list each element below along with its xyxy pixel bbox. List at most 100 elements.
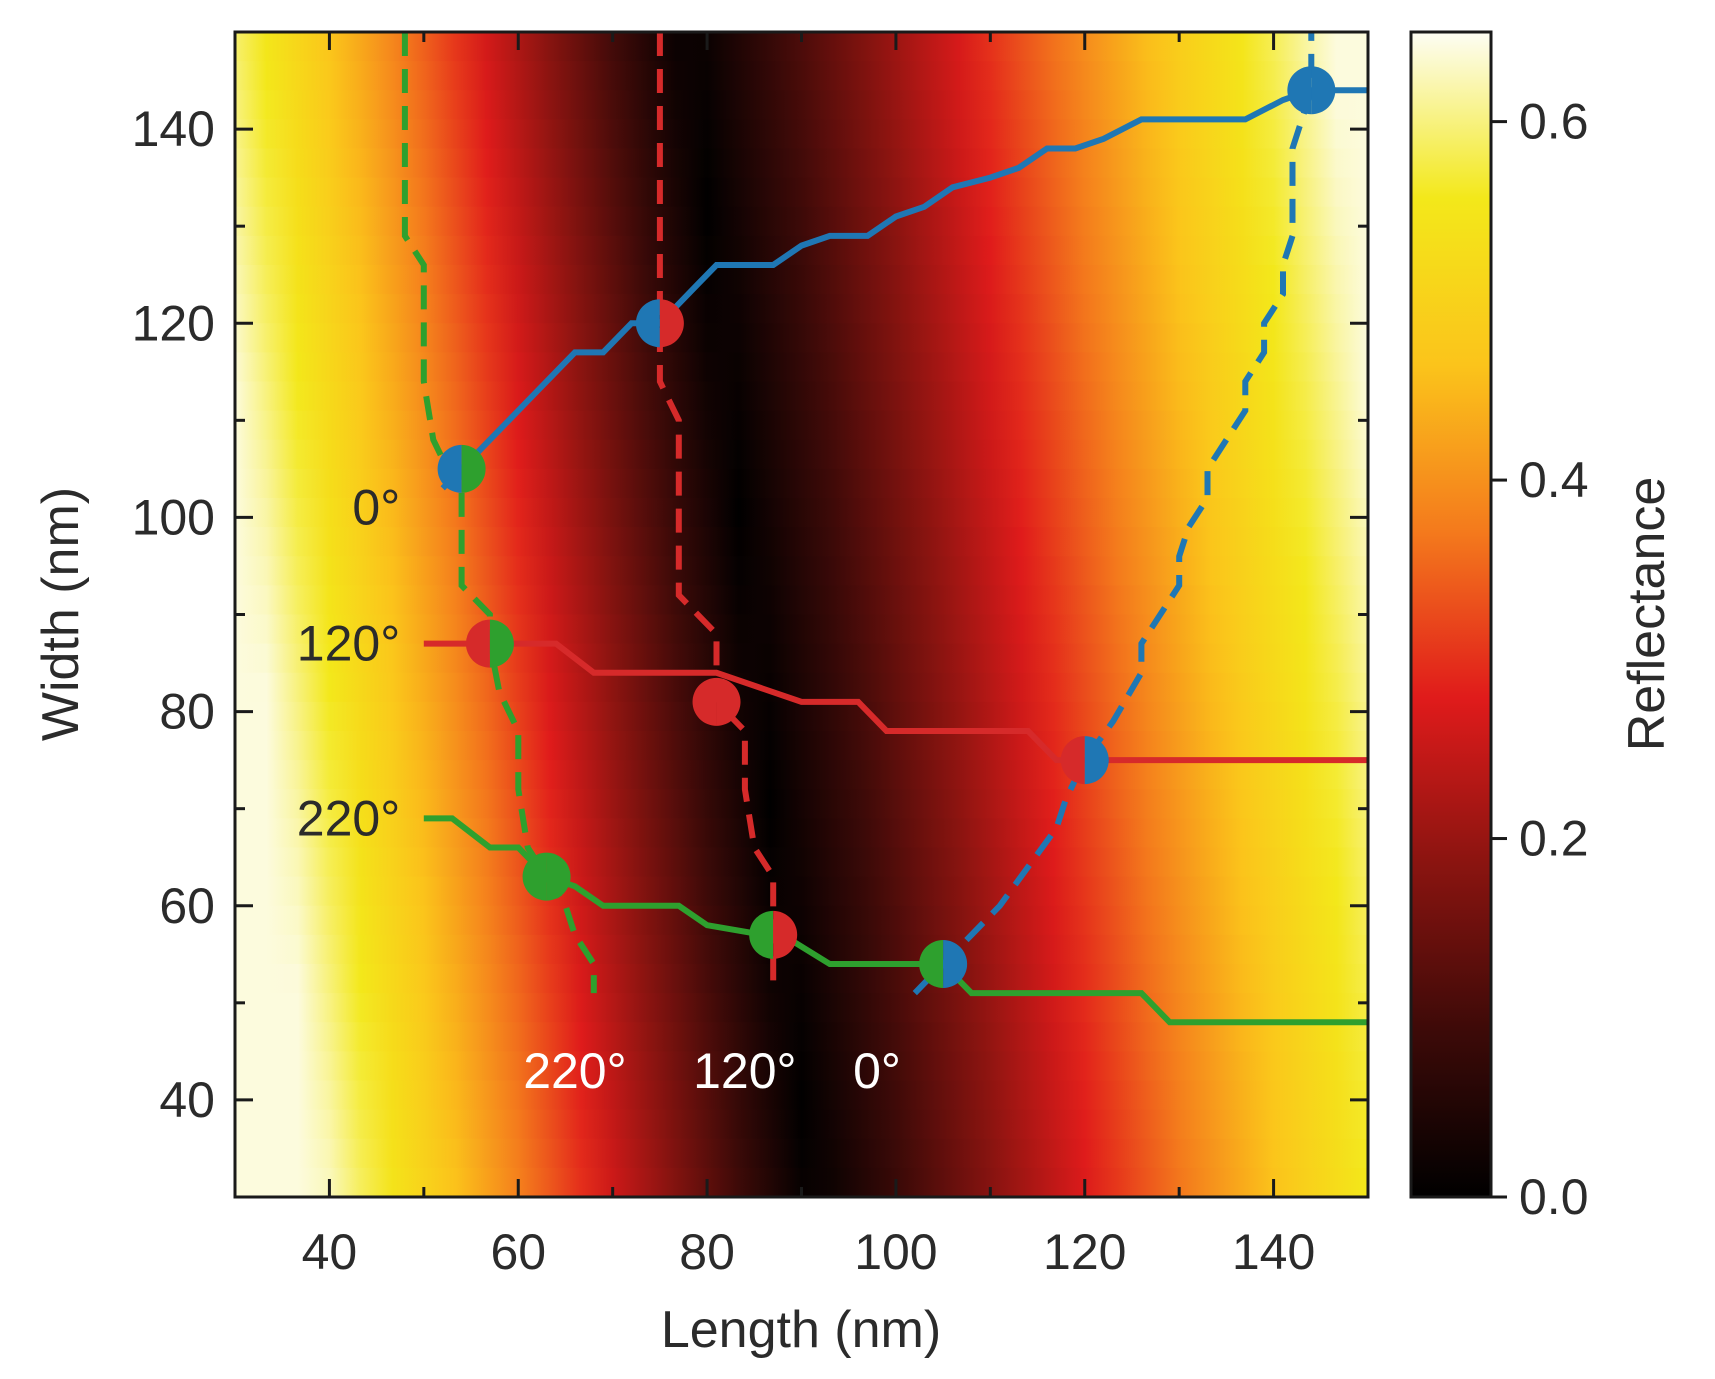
intersection-marker-5 (1060, 736, 1109, 785)
axis-ticks (233, 30, 1370, 1199)
intersection-marker-6 (522, 852, 571, 901)
heatmap-band (235, 993, 1368, 1024)
intersection-marker-2 (1287, 66, 1336, 115)
heatmap-band (235, 381, 1368, 412)
intersection-marker-7 (749, 910, 798, 959)
colorbar-tick-label: 0.4 (1519, 452, 1589, 508)
angle-label-3: 220° (523, 1043, 626, 1099)
colorbar-tick-label: 0.0 (1519, 1169, 1589, 1225)
heatmap-band (235, 265, 1368, 296)
x-tick-label: 100 (854, 1224, 937, 1280)
heatmap-band (235, 439, 1368, 470)
heatmap-band (235, 1051, 1368, 1082)
y-tick-label: 140 (132, 101, 215, 157)
y-tick-label: 100 (132, 489, 215, 545)
marker-right-half (546, 852, 571, 901)
angle-label-4: 120° (693, 1043, 796, 1099)
heatmap-band (235, 206, 1368, 237)
heatmap-band (235, 323, 1368, 354)
marker-left-half (919, 940, 944, 988)
marker-right-half (489, 619, 514, 668)
y-tick-label: 120 (132, 295, 215, 351)
heatmap-band (235, 1022, 1368, 1053)
x-tick-label: 120 (1043, 1224, 1126, 1280)
marker-right-half (716, 677, 741, 726)
colorbar-ticks: 0.0 0.2 0.4 0.6 (1491, 94, 1589, 1225)
heatmap-band (235, 527, 1368, 558)
angle-label-5: 0° (853, 1043, 901, 1099)
heatmap-band (235, 643, 1368, 674)
heatmap-band (235, 964, 1368, 995)
y-tick-label: 80 (159, 684, 215, 740)
marker-left-half (749, 910, 774, 959)
reflectance-heatmap (235, 32, 1368, 1197)
angle-label-1: 120° (297, 616, 400, 672)
heatmap-band (235, 760, 1368, 791)
heatmap-band (235, 672, 1368, 703)
heatmap-band (235, 410, 1368, 441)
intersection-marker-0 (437, 444, 486, 493)
heatmap-band (235, 905, 1368, 936)
heatmap-band (235, 1109, 1368, 1140)
y-tick-label: 60 (159, 878, 215, 934)
series-line-blue-dashed-3 (912, 32, 1315, 996)
heatmap-band (235, 61, 1368, 92)
x-tick-label: 140 (1232, 1224, 1315, 1280)
angle-annotations: 0° 120° 220° 220° 120° 0° (297, 480, 901, 1099)
x-tick-label: 40 (302, 1224, 358, 1280)
heatmap-band (235, 119, 1368, 150)
marker-left-half (522, 852, 547, 901)
heatmap-band (235, 90, 1368, 121)
intersection-marker-3 (465, 619, 514, 668)
colorbar-gradient (1409, 30, 1493, 1199)
heatmap-band (235, 789, 1368, 820)
colorbar-tick-label: 0.6 (1519, 94, 1589, 150)
heatmap-band (235, 847, 1368, 878)
series-line-green-solid-2 (423, 815, 1368, 1026)
heatmap-band (235, 701, 1368, 732)
marker-left-half (1287, 66, 1312, 115)
marker-right-half (773, 910, 798, 959)
intersection-marker-1 (635, 299, 684, 348)
axis-tick-labels: 40 60 80 100 120 140 40 60 80 100 120 140 (132, 101, 1316, 1280)
heatmap-band (235, 731, 1368, 762)
marker-left-half (1060, 736, 1085, 785)
x-tick-label: 60 (490, 1224, 546, 1280)
marker-right-half (659, 299, 684, 348)
heatmap-band (235, 818, 1368, 849)
marker-right-half (1311, 66, 1336, 115)
colorbar: 0.0 0.2 0.4 0.6 (1409, 30, 1589, 1225)
heatmap-band (235, 352, 1368, 383)
heatmap-band (235, 1138, 1368, 1169)
heatmap-band (235, 876, 1368, 907)
heatmap-band (235, 1080, 1368, 1111)
marker-right-half (461, 444, 486, 493)
marker-left-half (692, 677, 717, 726)
heatmap-band (235, 585, 1368, 616)
series-line-blue-solid-0 (440, 87, 1368, 491)
marker-left-half (635, 299, 660, 348)
intersection-marker-8 (919, 940, 968, 988)
intersection-marker-4 (692, 677, 741, 726)
y-tick-label: 40 (159, 1072, 215, 1128)
colorbar-title: Reflectance (1618, 477, 1676, 752)
heatmap-band (235, 148, 1368, 179)
heatmap-band (235, 498, 1368, 529)
x-axis-title: Length (nm) (661, 1301, 941, 1359)
y-axis-title: Width (nm) (32, 487, 90, 741)
heatmap-band (235, 614, 1368, 645)
heatmap-band (235, 556, 1368, 587)
angle-label-2: 220° (297, 790, 400, 846)
colorbar-tick-label: 0.2 (1519, 811, 1589, 867)
heatmap-band (235, 468, 1368, 499)
x-tick-label: 80 (679, 1224, 735, 1280)
angle-label-0: 0° (352, 480, 400, 536)
heatmap-band (235, 177, 1368, 208)
marker-left-half (465, 619, 490, 668)
marker-left-half (437, 444, 462, 493)
heatmap-band (235, 294, 1368, 325)
marker-right-half (1084, 736, 1109, 785)
intersection-markers (437, 66, 1336, 988)
marker-right-half (943, 940, 968, 988)
